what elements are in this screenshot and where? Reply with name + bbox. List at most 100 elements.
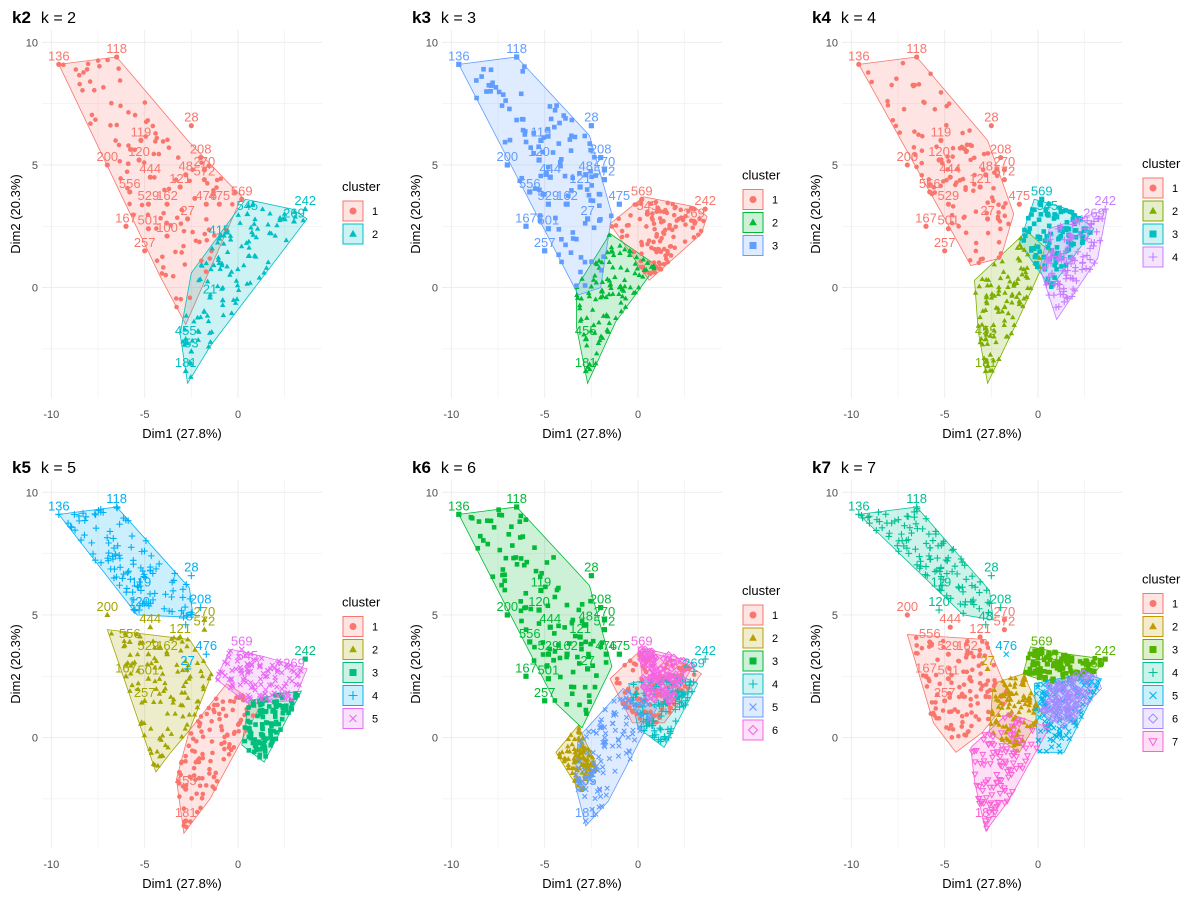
- data-point: [263, 720, 269, 725]
- point-label: 167: [915, 660, 937, 675]
- data-point: [645, 683, 654, 692]
- data-point: [201, 616, 208, 622]
- data-point: [588, 573, 594, 579]
- data-point: [163, 272, 169, 278]
- data-point: [911, 513, 918, 521]
- data-point: [1091, 259, 1098, 267]
- data-point: [514, 54, 520, 60]
- data-point: [568, 250, 574, 255]
- data-point: [564, 201, 570, 207]
- data-point: [999, 737, 1005, 742]
- data-point: [1048, 744, 1055, 750]
- data-point: [602, 706, 608, 713]
- data-point: [252, 740, 257, 746]
- data-point: [915, 651, 920, 656]
- data-point: [1086, 245, 1094, 252]
- data-point: [948, 568, 956, 575]
- data-point: [212, 709, 217, 715]
- data-point: [127, 189, 133, 195]
- data-point: [108, 123, 113, 128]
- data-point: [993, 772, 1001, 779]
- data-point: [941, 645, 946, 650]
- data-point: [140, 571, 148, 578]
- data-point: [502, 139, 508, 145]
- data-point: [617, 242, 623, 248]
- data-point: [914, 525, 921, 532]
- data-point: [996, 210, 1001, 215]
- data-point: [582, 221, 588, 226]
- data-point: [565, 762, 571, 768]
- data-point: [1050, 253, 1056, 258]
- data-point: [990, 357, 997, 363]
- data-point: [650, 734, 658, 741]
- data-point: [251, 703, 257, 708]
- point-label: 28: [584, 110, 598, 125]
- data-point: [690, 678, 697, 686]
- data-point: [1012, 754, 1021, 761]
- data-point: [891, 517, 899, 525]
- data-point: [985, 678, 991, 683]
- data-point: [220, 699, 226, 704]
- data-point: [865, 512, 873, 520]
- data-point: [236, 728, 242, 734]
- data-point: [938, 581, 946, 589]
- x-tick-label: -10: [443, 859, 459, 871]
- data-point: [922, 563, 930, 570]
- y-tick-label: 10: [426, 487, 438, 499]
- data-point: [544, 170, 549, 176]
- data-point: [950, 546, 957, 553]
- data-point: [872, 527, 880, 534]
- data-point: [200, 775, 205, 781]
- data-point: [262, 738, 268, 743]
- data-point: [913, 635, 919, 641]
- data-point: [182, 335, 189, 342]
- data-point: [89, 112, 95, 118]
- point-label: 242: [294, 193, 316, 208]
- data-point: [990, 322, 997, 327]
- data-point: [977, 314, 983, 320]
- data-point: [1002, 303, 1008, 309]
- data-point: [582, 283, 588, 288]
- data-point: [601, 617, 607, 623]
- data-point: [950, 727, 956, 732]
- data-point: [579, 646, 584, 652]
- data-point: [1021, 719, 1027, 725]
- data-point: [895, 547, 902, 555]
- data-point: [177, 184, 183, 190]
- legend-label: 4: [772, 679, 778, 691]
- data-point: [950, 154, 955, 159]
- data-point: [905, 550, 913, 557]
- legend-label: 4: [1172, 668, 1178, 680]
- data-point: [895, 537, 903, 545]
- data-point: [998, 251, 1004, 256]
- data-point: [1060, 652, 1066, 658]
- data-point: [1026, 229, 1031, 235]
- data-point: [1080, 235, 1085, 241]
- data-point: [203, 783, 209, 788]
- data-point: [291, 668, 297, 675]
- data-point: [250, 713, 256, 718]
- data-point: [192, 195, 197, 201]
- data-point: [235, 653, 242, 660]
- data-point: [970, 748, 979, 755]
- data-point: [479, 74, 484, 79]
- data-point: [207, 330, 213, 335]
- data-point: [582, 793, 588, 800]
- data-point: [981, 818, 990, 826]
- data-point: [929, 700, 935, 705]
- data-point: [188, 731, 194, 736]
- data-point: [152, 761, 158, 767]
- data-point: [1032, 207, 1037, 213]
- data-point: [592, 795, 598, 802]
- point-label: 545: [1036, 198, 1058, 213]
- data-point: [656, 665, 665, 674]
- legend-label: 3: [772, 241, 778, 253]
- data-point: [230, 707, 236, 713]
- data-point: [603, 651, 609, 657]
- data-point: [1037, 668, 1042, 673]
- data-point: [84, 67, 90, 72]
- x-tick-label: 0: [235, 409, 241, 421]
- point-label: 121: [569, 621, 591, 636]
- data-point: [933, 706, 939, 711]
